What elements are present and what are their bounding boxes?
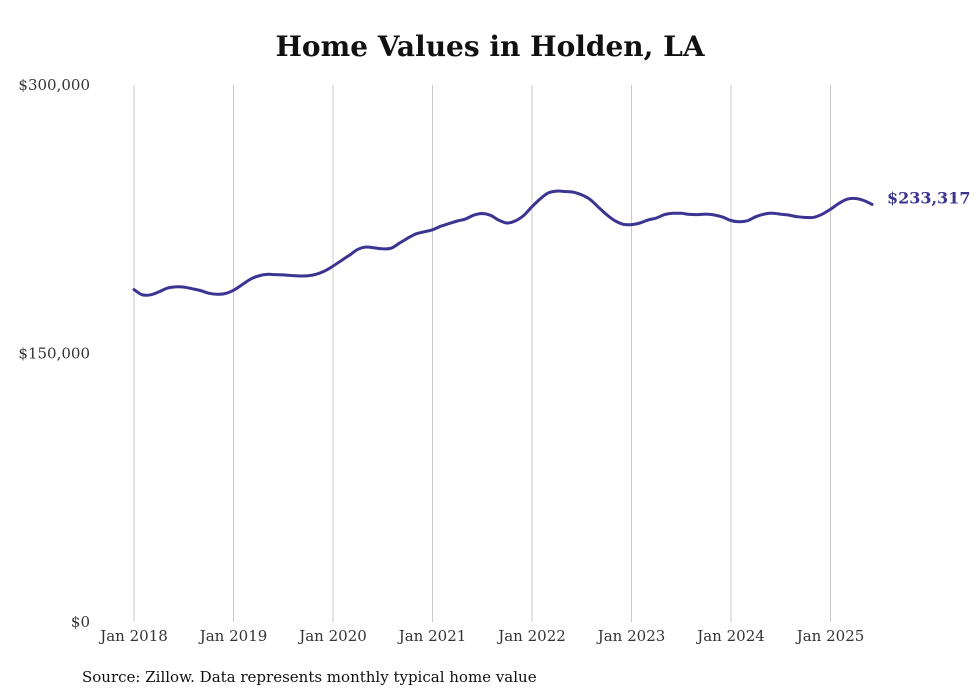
source-note: Source: Zillow. Data represents monthly …: [82, 668, 537, 686]
y-axis-ticks: $0 $150,000 $300,000: [18, 76, 90, 631]
y-tick-label: $150,000: [18, 345, 90, 363]
x-tick-label: Jan 2025: [795, 627, 865, 645]
series-line: [132, 189, 874, 297]
x-tick-label: Jan 2018: [98, 627, 168, 645]
x-tick-label: Jan 2020: [297, 627, 367, 645]
x-tick-label: Jan 2019: [198, 627, 268, 645]
gridlines: [133, 85, 831, 622]
end-value-label: $233,317: [887, 188, 971, 207]
x-tick-label: Jan 2024: [695, 627, 765, 645]
x-tick-label: Jan 2022: [496, 627, 566, 645]
y-tick-label: $300,000: [18, 76, 90, 94]
x-tick-label: Jan 2023: [596, 627, 666, 645]
y-tick-label: $0: [71, 613, 90, 631]
x-tick-label: Jan 2021: [397, 627, 467, 645]
chart-title: Home Values in Holden, LA: [275, 30, 705, 63]
x-axis-ticks: Jan 2018 Jan 2019 Jan 2020 Jan 2021 Jan 2022…: [98, 627, 864, 645]
